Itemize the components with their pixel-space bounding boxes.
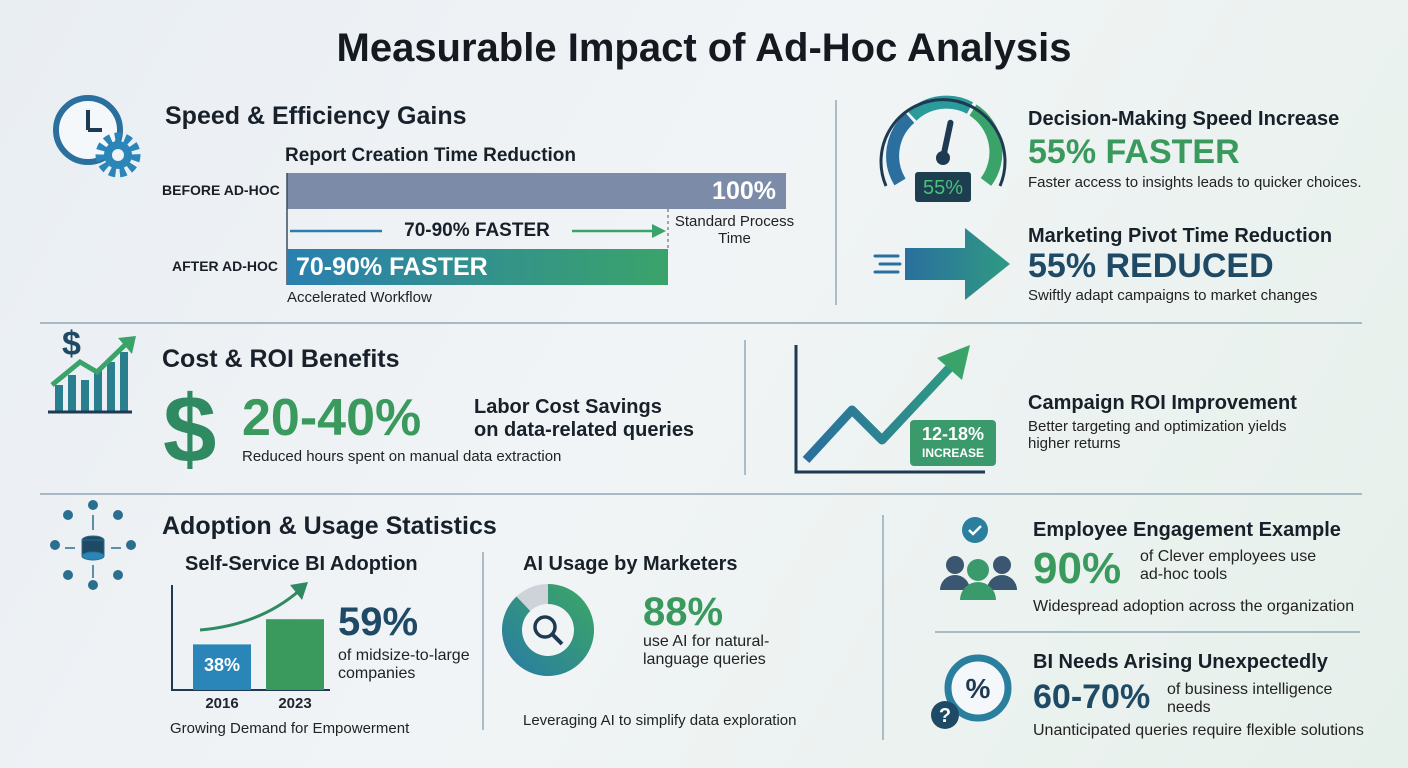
svg-text:$: $ — [62, 325, 81, 363]
bar-label: BEFORE AD-HOC — [162, 182, 280, 198]
stat-heading: Marketing Pivot Time Reduction — [1028, 225, 1333, 247]
arrow-head — [652, 224, 666, 238]
network-icon — [50, 500, 136, 590]
stat-label: Labor Cost Savings — [474, 396, 662, 418]
chart-title: Report Creation Time Reduction — [285, 145, 577, 166]
x-tick-label: 2023 — [278, 695, 312, 712]
stat-heading: BI Needs Arising Unexpectedly — [1033, 651, 1328, 673]
roi-chart-icon — [794, 345, 996, 474]
arrow-label: 70-90% FASTER — [404, 220, 550, 241]
stat-description: Unanticipated queries require flexible s… — [1033, 722, 1364, 739]
magnifier-icon — [533, 615, 564, 646]
growth-arrow-head — [290, 582, 308, 600]
stat-value: 90% — [1033, 544, 1122, 593]
stat-description: of Clever employees use ad-hoc tools — [1140, 548, 1317, 583]
growth-arrow — [199, 588, 301, 632]
stat-description: Swiftly adapt campaigns to market change… — [1028, 287, 1318, 304]
stat-description: Widespread adoption across the organizat… — [1033, 598, 1355, 615]
dividers — [40, 100, 1362, 740]
bar-value: 100% — [712, 177, 776, 205]
chart-caption: Leveraging AI to simplify data explorati… — [523, 712, 797, 729]
bar-note: Standard Process Time — [674, 213, 795, 247]
chart-title: Self-Service BI Adoption — [185, 553, 418, 575]
stat-heading: Employee Engagement Example — [1033, 519, 1341, 541]
stat-description: use AI for natural-language queries — [643, 633, 770, 668]
donut-value: 88% — [643, 590, 724, 634]
percent-question-icon: % ? — [931, 654, 1012, 729]
section-heading: Speed & Efficiency Gains — [165, 102, 467, 130]
section-heading: Cost & ROI Benefits — [162, 345, 400, 373]
before-bar — [287, 173, 786, 209]
dollar-growth-icon: $ — [48, 325, 136, 414]
section-heading: Adoption & Usage Statistics — [162, 512, 497, 540]
x-tick-label: 2016 — [205, 695, 239, 712]
gauge-label: 55% — [922, 177, 964, 199]
fast-arrow-icon — [873, 228, 1010, 300]
svg-text:%: % — [966, 673, 991, 704]
chart-caption: Growing Demand for Empowerment — [170, 720, 410, 737]
bar-value: 70-90% FASTER — [296, 253, 488, 281]
svg-text:?: ? — [939, 705, 951, 727]
page-title: Measurable Impact of Ad-Hoc Analysis — [336, 26, 1072, 70]
bar-value: 38% — [203, 655, 241, 676]
clock-gear-icon — [53, 95, 141, 178]
badge-value: 12-18% — [921, 424, 985, 444]
stat-description: of midsize-to-large companies — [338, 647, 470, 682]
dollar-sign: $ — [163, 376, 216, 483]
stat-heading: Campaign ROI Improvement — [1028, 392, 1297, 414]
stat-heading: Decision-Making Speed Increase — [1028, 108, 1340, 130]
stat-value: 55% REDUCED — [1028, 247, 1274, 285]
stat-description: Better targeting and optimization yields… — [1028, 418, 1287, 452]
stat-value: 55% FASTER — [1028, 133, 1240, 171]
donut-arc — [502, 584, 594, 676]
stat-description: Faster access to insights leads to quick… — [1028, 174, 1362, 191]
stat-label: on data-related queries — [474, 419, 695, 441]
bar-note: Accelerated Workflow — [287, 289, 432, 306]
stat-value: 20-40% — [242, 389, 422, 447]
stat-description: of business intelligence needs — [1167, 681, 1333, 716]
gauge-needle — [940, 119, 954, 161]
chart-title: AI Usage by Marketers — [523, 553, 738, 575]
badge-label: INCREASE — [921, 446, 984, 460]
after-bar — [287, 249, 668, 285]
bar-label: AFTER AD-HOC — [172, 258, 279, 274]
people-icon — [940, 517, 1017, 600]
stat-description: Reduced hours spent on manual data extra… — [242, 448, 562, 465]
gauge-icon — [879, 95, 1007, 202]
bar — [193, 644, 251, 690]
bar — [266, 619, 324, 690]
stat-value: 59% — [338, 600, 419, 644]
stat-value: 60-70% — [1033, 678, 1151, 716]
